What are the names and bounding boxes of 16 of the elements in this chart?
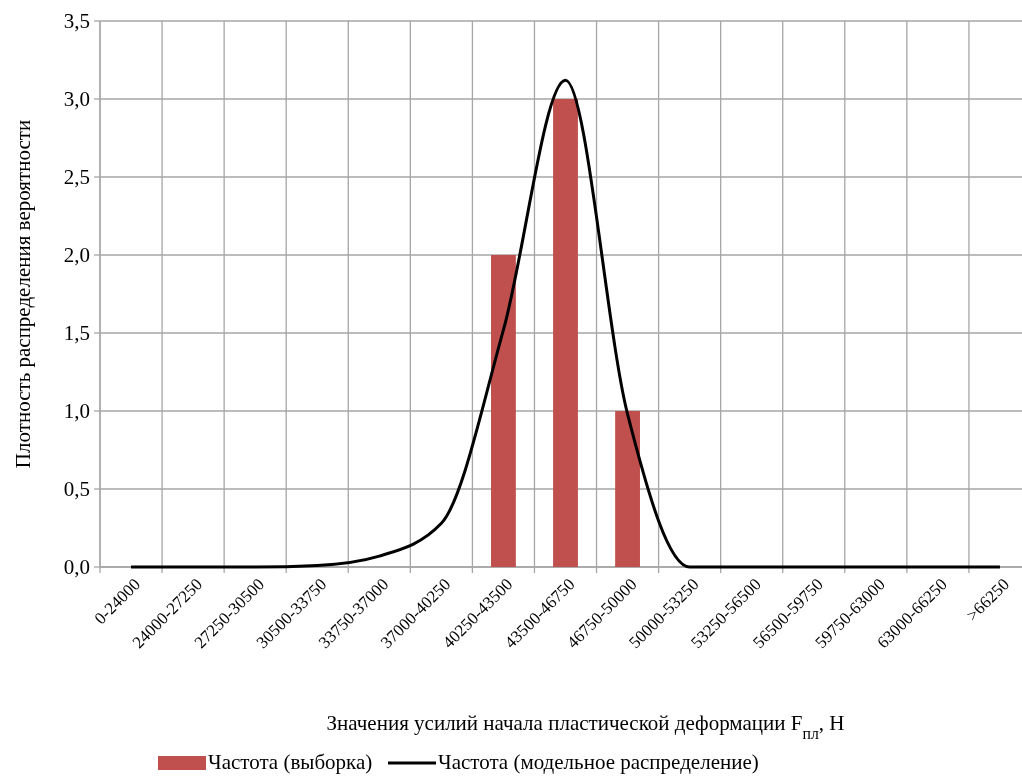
y-tick-label: 1,0	[63, 399, 90, 424]
y-tick-label: 1,5	[63, 321, 90, 346]
bar	[553, 99, 578, 567]
y-axis-title: Плотность распределения вероятности	[11, 119, 35, 469]
line-series	[129, 78, 1002, 569]
y-tick-label: 2,0	[63, 243, 90, 268]
legend-label: Частота (модельное распределение)	[438, 750, 759, 774]
y-tick-label: 0,5	[63, 477, 90, 502]
legend-label: Частота (выборка)	[208, 750, 373, 774]
x-axis-title: Значения усилий начала пластической деформации F$_{пл}$, Н	[326, 711, 845, 742]
bar	[615, 411, 640, 567]
bar	[491, 255, 516, 567]
y-tick-label: 3,0	[63, 87, 90, 112]
y-tick-label: 3,5	[63, 9, 90, 34]
y-tick-label: 0,0	[63, 555, 90, 580]
y-tick-label: 2,5	[63, 165, 90, 190]
